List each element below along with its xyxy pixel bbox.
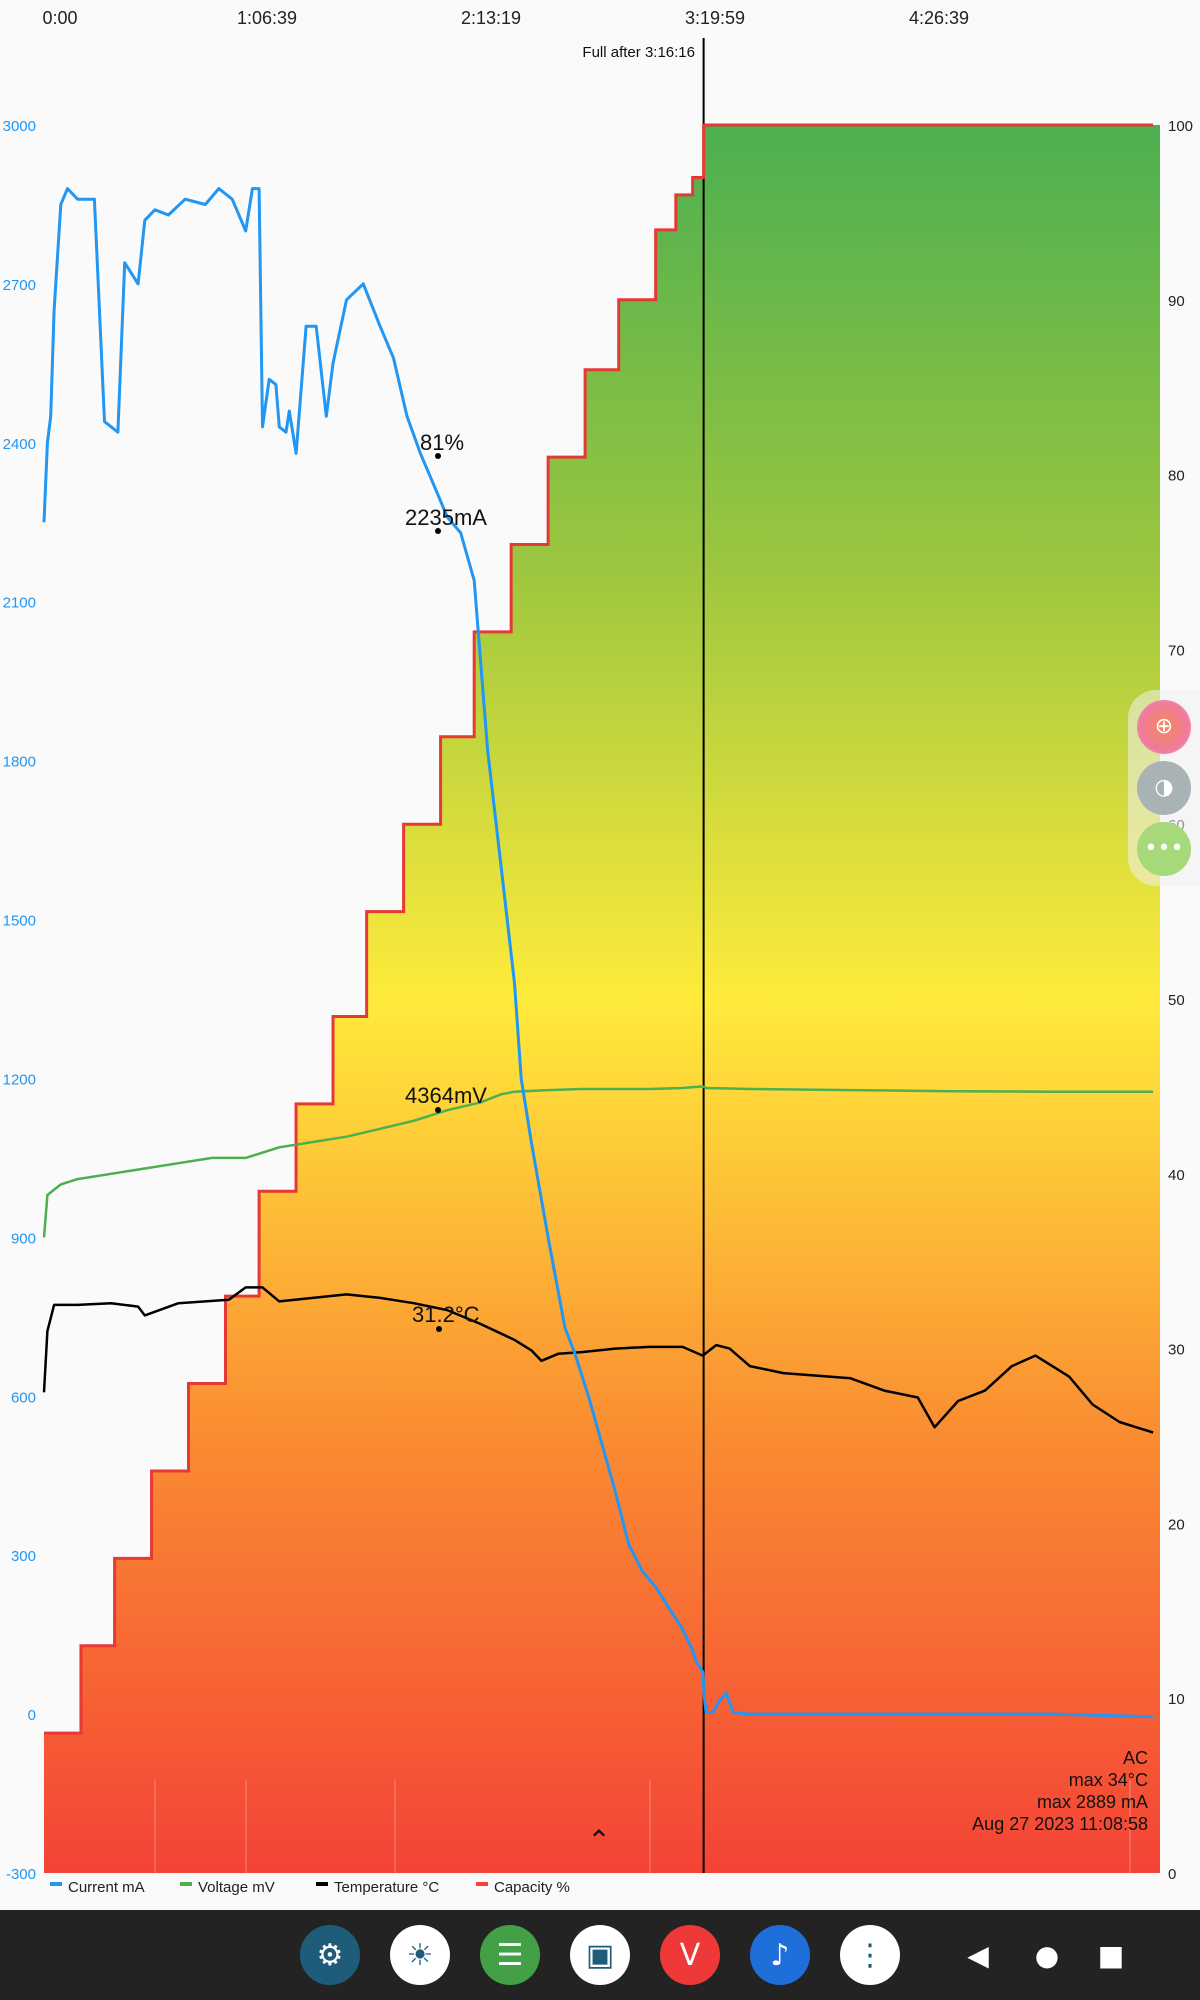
vivaldi-app-icon[interactable]: V xyxy=(660,1925,720,1985)
android-app-icon[interactable]: ☰ xyxy=(480,1925,540,1985)
capacity-area xyxy=(44,125,1160,1873)
battery-chart-area[interactable]: 0:00 1:06:39 2:13:19 3:19:59 4:26:39 Full aft… xyxy=(0,0,1200,1910)
contrast-button[interactable]: ◑ xyxy=(1137,761,1191,815)
y-left-tick: -300 xyxy=(6,1866,36,1883)
home-icon[interactable]: ● xyxy=(1034,1938,1060,1972)
y-left-tick: 2400 xyxy=(3,436,36,453)
floating-tools: ⊕ ◑ ••• xyxy=(1128,690,1200,886)
x-tick-label: 0:00 xyxy=(42,8,77,28)
full-marker-label: Full after 3:16:16 xyxy=(582,44,695,61)
cursor-label-current: 2235mA xyxy=(405,505,487,530)
info-datetime: Aug 27 2023 11:08:58 xyxy=(972,1814,1148,1834)
settings-app-icon[interactable]: ⚙ xyxy=(300,1925,360,1985)
cursor-label-temperature: 31.2°C xyxy=(412,1302,480,1327)
y-right-tick: 20 xyxy=(1168,1516,1185,1533)
battery-chart[interactable]: 0:00 1:06:39 2:13:19 3:19:59 4:26:39 Full aft… xyxy=(0,0,1200,1910)
cursor-dot-capacity xyxy=(435,453,441,459)
music-app-icon[interactable]: ♪ xyxy=(750,1925,810,1985)
app-drawer-icon[interactable]: ⋮ xyxy=(840,1925,900,1985)
legend-swatch xyxy=(476,1882,488,1886)
y-left-tick: 300 xyxy=(11,1548,36,1565)
y-right-tick: 0 xyxy=(1168,1866,1176,1883)
legend-label: Temperature °C xyxy=(334,1879,439,1896)
y-right-tick: 90 xyxy=(1168,293,1185,310)
expand-chevron-icon: ⌃ xyxy=(587,1824,610,1857)
y-left-tick: 1800 xyxy=(3,754,36,771)
y-left-tick: 3000 xyxy=(3,118,36,135)
zoom-in-icon: ⊕ xyxy=(1154,714,1174,739)
more-button[interactable]: ••• xyxy=(1137,822,1191,876)
zoom-button[interactable]: ⊕ xyxy=(1137,700,1191,754)
y-right-tick: 50 xyxy=(1168,992,1185,1009)
x-tick-label: 3:19:59 xyxy=(685,8,745,28)
y-right-tick: 10 xyxy=(1168,1691,1185,1708)
legend-label: Current mA xyxy=(68,1879,145,1896)
y-right-tick: 100 xyxy=(1168,118,1193,135)
cursor-label-capacity: 81% xyxy=(420,430,464,455)
legend-swatch xyxy=(50,1882,62,1886)
more-dots-icon: ••• xyxy=(1144,836,1184,861)
cursor-label-voltage: 4364mV xyxy=(405,1083,487,1108)
x-tick-label: 2:13:19 xyxy=(461,8,521,28)
legend-swatch xyxy=(180,1882,192,1886)
legend-label: Voltage mV xyxy=(198,1879,275,1896)
cursor-dot-current xyxy=(435,528,441,534)
info-max-temp: max 34°C xyxy=(1069,1770,1148,1790)
contrast-icon: ◑ xyxy=(1154,775,1174,800)
y-left-tick: 900 xyxy=(11,1230,36,1247)
taskbar: ⚙ ☀ ☰ ▣ V ♪ ⋮ ◀ ● ■ xyxy=(0,1910,1200,2000)
x-tick-label: 1:06:39 xyxy=(237,8,297,28)
cursor-dot-voltage xyxy=(435,1107,441,1113)
y-left-tick: 1500 xyxy=(3,913,36,930)
y-right-tick: 70 xyxy=(1168,642,1185,659)
cursor-dot-temperature xyxy=(436,1326,442,1332)
voltage-line xyxy=(42,1085,1154,1238)
y-right-tick: 80 xyxy=(1168,468,1185,485)
capacity-line xyxy=(44,123,1154,1735)
brightness-app-icon[interactable]: ☀ xyxy=(390,1925,450,1985)
y-right-tick: 40 xyxy=(1168,1167,1185,1184)
save-app-icon[interactable]: ▣ xyxy=(570,1925,630,1985)
x-tick-label: 4:26:39 xyxy=(909,8,969,28)
legend-swatch xyxy=(316,1882,328,1886)
recents-icon[interactable]: ■ xyxy=(1097,1938,1125,1972)
temperature-line xyxy=(42,1286,1154,1434)
y-left-tick: 0 xyxy=(28,1707,36,1724)
legend-label: Capacity % xyxy=(494,1879,570,1896)
y-left-tick: 600 xyxy=(11,1389,36,1406)
info-source: AC xyxy=(1123,1748,1148,1768)
y-left-tick: 2700 xyxy=(3,277,36,294)
current-line xyxy=(42,187,1154,1719)
y-left-tick: 2100 xyxy=(3,595,36,612)
info-max-current: max 2889 mA xyxy=(1037,1792,1148,1812)
y-right-tick: 30 xyxy=(1168,1342,1185,1359)
y-left-tick: 1200 xyxy=(3,1071,36,1088)
back-icon[interactable]: ◀ xyxy=(967,1938,989,1972)
